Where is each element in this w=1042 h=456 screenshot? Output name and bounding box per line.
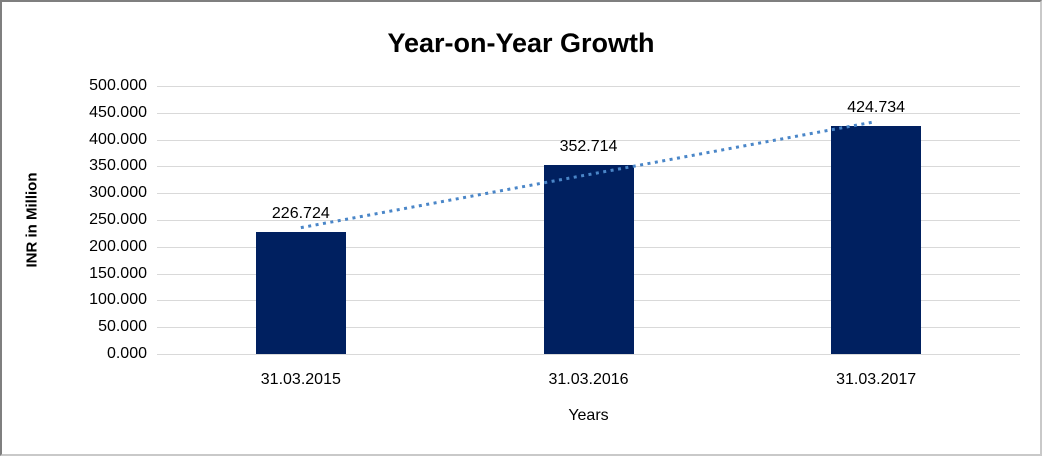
- chart-title: Year-on-Year Growth: [387, 28, 655, 58]
- y-tick-label: 300.000: [89, 184, 147, 202]
- x-tick-label: 31.03.2016: [548, 371, 629, 388]
- bar-value-label: 226.724: [271, 205, 330, 223]
- y-tick-label: 150.000: [89, 264, 147, 282]
- x-axis-title: Years: [568, 407, 609, 424]
- y-tick-label: 400.000: [89, 130, 147, 148]
- y-tick-label: 500.000: [89, 77, 147, 94]
- y-tick-label: 200.000: [89, 237, 147, 255]
- gridline: [157, 354, 1020, 355]
- y-tick-label: 100.000: [89, 291, 147, 309]
- bar-value-label: 424.734: [847, 99, 906, 117]
- x-tick-label: 31.03.2017: [836, 371, 917, 388]
- x-tick-label: 31.03.2015: [260, 371, 341, 388]
- gridline: [157, 112, 1020, 114]
- bar: [831, 126, 922, 354]
- gridline: [157, 86, 1020, 87]
- bar: [255, 232, 346, 354]
- y-tick-label: 350.000: [89, 157, 147, 175]
- bar: [543, 164, 634, 354]
- y-tick-label: 0.000: [106, 345, 147, 362]
- y-axis-title: INR in Million: [23, 172, 41, 268]
- y-tick-label: 250.000: [89, 211, 147, 228]
- y-tick-label: 50.000: [98, 318, 147, 336]
- y-tick-label: 450.000: [89, 103, 147, 121]
- bar-value-label: 352.714: [559, 137, 618, 155]
